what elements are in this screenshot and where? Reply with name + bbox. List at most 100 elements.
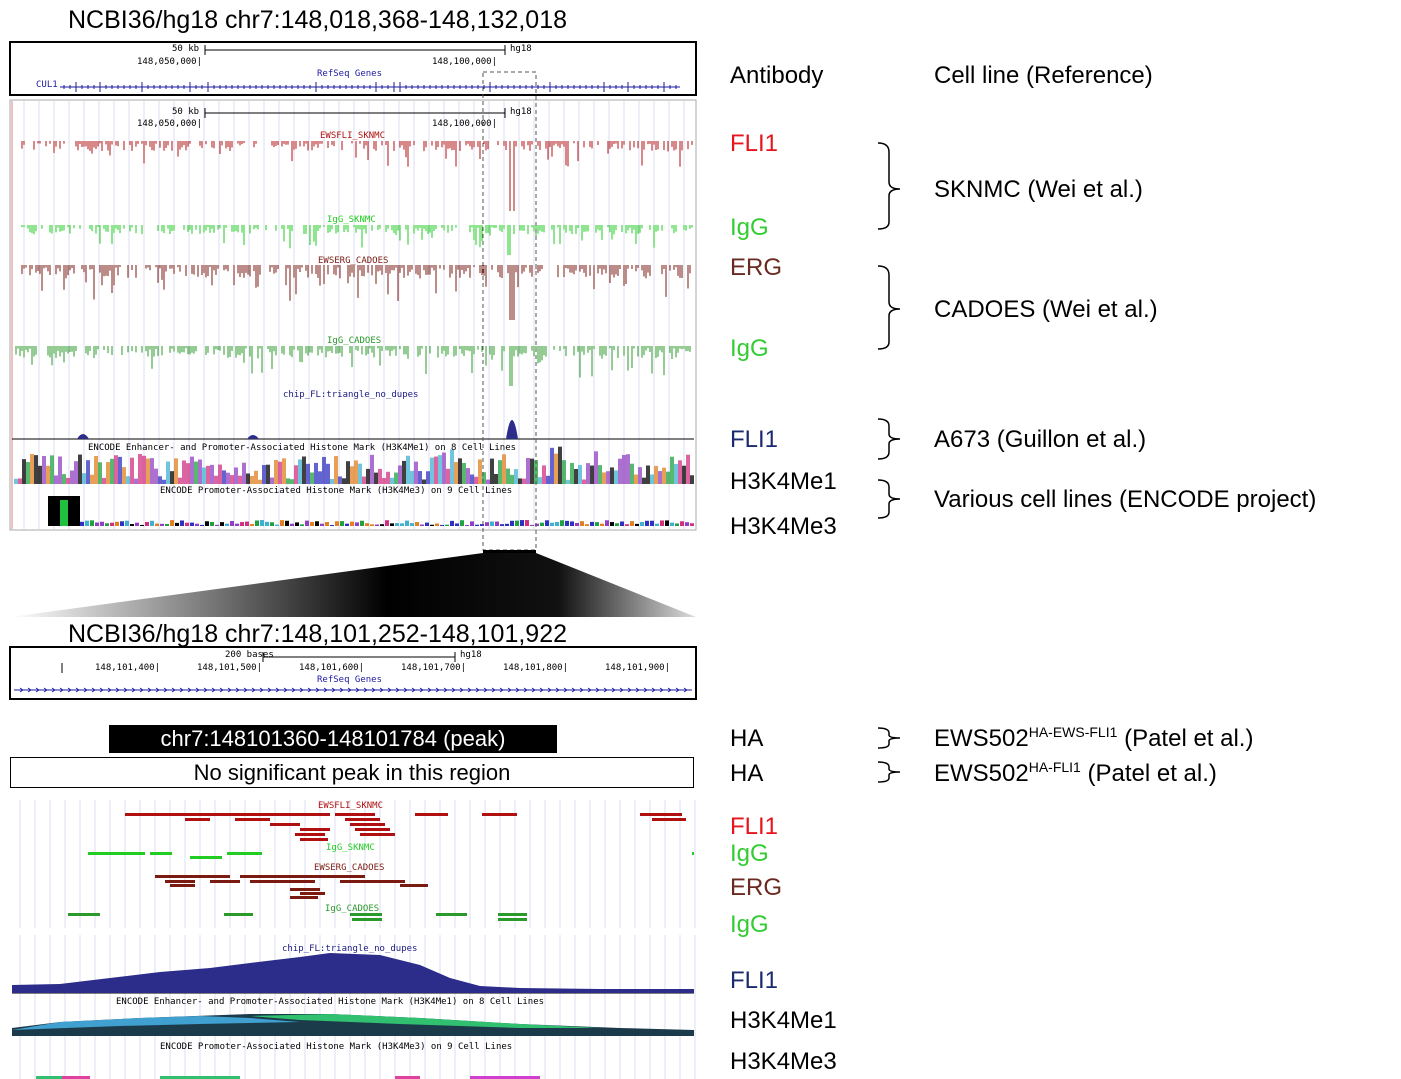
read-segment [270, 823, 300, 826]
h3k4me1-bar [282, 458, 286, 484]
h3k4me3-bar [350, 521, 354, 526]
strand-arrow [299, 687, 304, 693]
zoom-region-box [482, 71, 537, 551]
h3k4me1-bar [574, 468, 578, 484]
h3k4me1-bar [98, 462, 102, 484]
h3k4me3-bar [645, 520, 649, 526]
h3k4me1-bar [198, 459, 202, 484]
h3k4me1-bar [530, 458, 534, 484]
h3k4me1-bar [250, 475, 254, 484]
h3k4me1-bar [194, 461, 198, 484]
h3k4me1-bar [326, 463, 330, 484]
read-segment [360, 833, 395, 836]
strand-arrow [43, 687, 48, 693]
h3k4me1-bar [110, 458, 114, 484]
h3k4me3-bar [560, 520, 564, 526]
read-segment [68, 913, 100, 916]
h3k4me1-bar [178, 477, 182, 484]
zoom-coord-5: 148,101,800| [503, 663, 569, 673]
read-segment [280, 813, 330, 816]
h3k4me1-bar [422, 479, 426, 484]
h3k4me1-bar [218, 464, 222, 484]
read-segment [652, 818, 686, 821]
zoom-coord-1: 148,101,400| [95, 663, 161, 673]
h3k4me3-bar [465, 524, 469, 526]
zoom-coord-6: 148,101,900| [605, 663, 671, 673]
h3k4me1-bar [462, 462, 466, 484]
h3k4me3-bar [600, 523, 604, 526]
h3k4me1-bar [42, 456, 46, 484]
read-segment [498, 918, 527, 921]
h3k4me1-bar [502, 454, 506, 484]
label-erg: ERG [730, 254, 783, 281]
h3k4me3-bar [690, 523, 694, 526]
strand-arrow [235, 687, 240, 693]
brace-cadoes [877, 265, 901, 350]
strand-arrow [659, 687, 664, 693]
strand-arrow [283, 687, 288, 693]
h3k4me1-bar [58, 456, 62, 484]
h3k4me3-bar [190, 522, 194, 526]
h3k4me1-bar [434, 456, 438, 484]
brace-ha1 [877, 727, 901, 749]
h3k4me1-bar [374, 472, 378, 484]
h3k4me1-bar [662, 467, 666, 484]
h3k4me3-bar [570, 521, 574, 526]
strand-arrow [387, 687, 392, 693]
read-segment [225, 813, 285, 816]
h3k4me3-bar [680, 521, 684, 526]
h3k4me1-bar [290, 479, 294, 484]
h3k4me1-bar [30, 454, 34, 484]
h3k4me3-bar [315, 521, 319, 526]
h3k4me3-bar [485, 522, 489, 526]
brace-ha2 [877, 761, 901, 783]
chip-peak [247, 435, 259, 439]
h3k4me1-bar [558, 446, 562, 484]
h3k4me1-bar [478, 459, 482, 484]
h3k4me1-bar [682, 465, 686, 484]
h3k4me1-bar [486, 479, 490, 484]
strand-arrow [331, 687, 336, 693]
h3k4me3-segment [160, 1076, 240, 1079]
h3k4me3-bar [295, 522, 299, 526]
strand-arrow [219, 687, 224, 693]
h3k4me1-bar [66, 477, 70, 484]
h3k4me1-bar [390, 477, 394, 484]
h3k4me1-bar [402, 460, 406, 484]
zoom-gene-track-label: RefSeq Genes [317, 675, 383, 685]
h3k4me3-bar [595, 522, 599, 526]
h3k4me1-bar [522, 478, 526, 484]
strand-arrow [451, 687, 456, 693]
read-segment [290, 896, 318, 899]
read-segment [120, 852, 145, 855]
zoom-coord-3: 148,101,600| [299, 663, 365, 673]
h3k4me1-bar [62, 474, 66, 484]
top-region-title: NCBI36/hg18 chr7:148,018,368-148,132,018 [68, 6, 567, 34]
h3k4me1-bar [330, 479, 334, 484]
h3k4me1-bar [182, 460, 186, 484]
h3k4me3-bar [355, 522, 359, 526]
strand-arrow [115, 687, 120, 693]
h3k4me1-bar [350, 466, 354, 484]
read-segment [125, 813, 175, 816]
strand-arrow [275, 687, 280, 693]
h3k4me1-bar [190, 456, 194, 484]
h3k4me3-bar [670, 522, 674, 526]
h3k4me1-bar [86, 460, 90, 484]
strand-arrow [67, 687, 72, 693]
h3k4me1-bar [82, 473, 86, 484]
strand-arrow [355, 687, 360, 693]
h3k4me1-bar [570, 462, 574, 484]
h3k4me1-bar [538, 477, 542, 484]
strand-arrow [35, 687, 40, 693]
top-scale-label-2: 50 kb [172, 107, 200, 117]
h3k4me1-bar [234, 467, 238, 484]
h3k4me1-bar [150, 458, 154, 484]
strand-arrow [483, 687, 488, 693]
top-assembly-label: hg18 [510, 44, 532, 54]
h3k4me1-bar [246, 473, 250, 484]
read-segment [190, 856, 222, 859]
h3k4me3-bar [540, 522, 544, 526]
strand-arrow [323, 687, 328, 693]
label-igg-2-zoom: IgG [730, 911, 769, 938]
